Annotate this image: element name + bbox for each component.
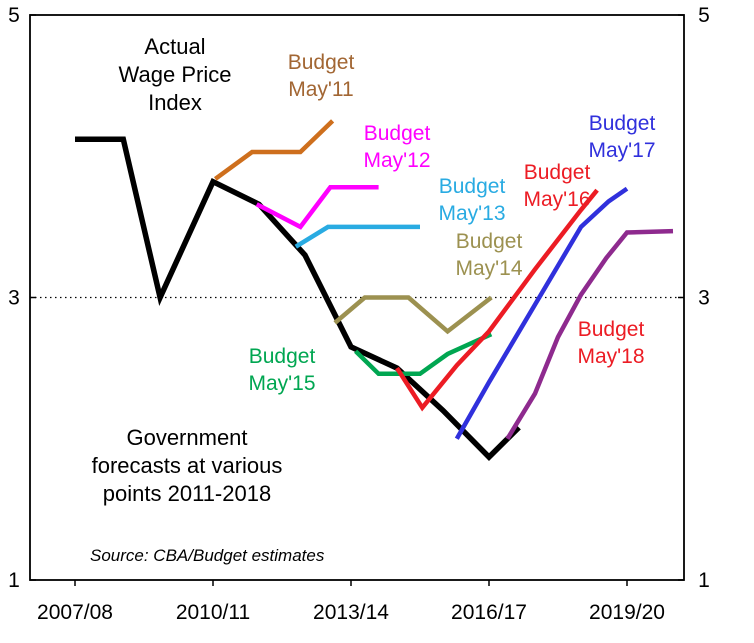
series-label-may15: Budget [249, 345, 316, 368]
series-label-may16: Budget [524, 161, 591, 184]
series-label-actual: Index [148, 90, 202, 115]
series-label-actual: Wage Price [119, 62, 232, 87]
series-label-may11: May'11 [288, 78, 353, 101]
series-label-may12: May'12 [363, 149, 430, 172]
series-line-may11 [213, 119, 335, 181]
y-axis-label-right: 1 [698, 569, 710, 592]
y-axis-label-left: 5 [8, 4, 20, 27]
y-axis-label-right: 5 [698, 4, 710, 27]
series-label-actual: Actual [144, 34, 205, 59]
series-label-may15: May'15 [248, 372, 315, 395]
series-line-may15 [354, 332, 493, 377]
x-axis-label: 2019/20 [589, 601, 665, 624]
series-label-may12: Budget [364, 122, 431, 145]
series-label-may13: May'13 [438, 202, 505, 225]
y-axis-label-left: 3 [8, 287, 20, 310]
x-axis-label: 2007/08 [37, 601, 113, 624]
series-label-may17: Budget [589, 112, 656, 135]
annotation-source: Source: CBA/Budget estimates [90, 546, 325, 565]
annotation-caption: points 2011-2018 [103, 481, 271, 506]
series-label-may11: Budget [288, 51, 355, 74]
series-label-may17: May'17 [588, 139, 655, 162]
annotation-caption: forecasts at various [92, 453, 283, 478]
annotation-caption: Government [126, 425, 247, 450]
series-label-may18: May'18 [577, 345, 644, 368]
y-axis-label-right: 3 [698, 287, 710, 310]
series-label-may16: May'16 [523, 188, 590, 211]
series-line-may18 [505, 228, 674, 440]
x-axis-label: 2013/14 [313, 601, 389, 624]
x-axis-label: 2016/17 [451, 601, 527, 624]
x-axis-label: 2010/11 [176, 601, 250, 624]
y-axis-label-left: 1 [8, 569, 20, 592]
series-line-may12 [255, 185, 379, 230]
series-line-actual [75, 136, 521, 461]
series-label-may14: May'14 [455, 257, 522, 280]
series-label-may14: Budget [456, 230, 523, 253]
series-line-may16 [395, 188, 599, 412]
series-line-may17 [454, 186, 629, 440]
series-line-may13 [294, 224, 420, 249]
series-label-may18: Budget [578, 318, 645, 341]
series-line-may14 [333, 295, 493, 335]
series-label-may13: Budget [439, 175, 506, 198]
